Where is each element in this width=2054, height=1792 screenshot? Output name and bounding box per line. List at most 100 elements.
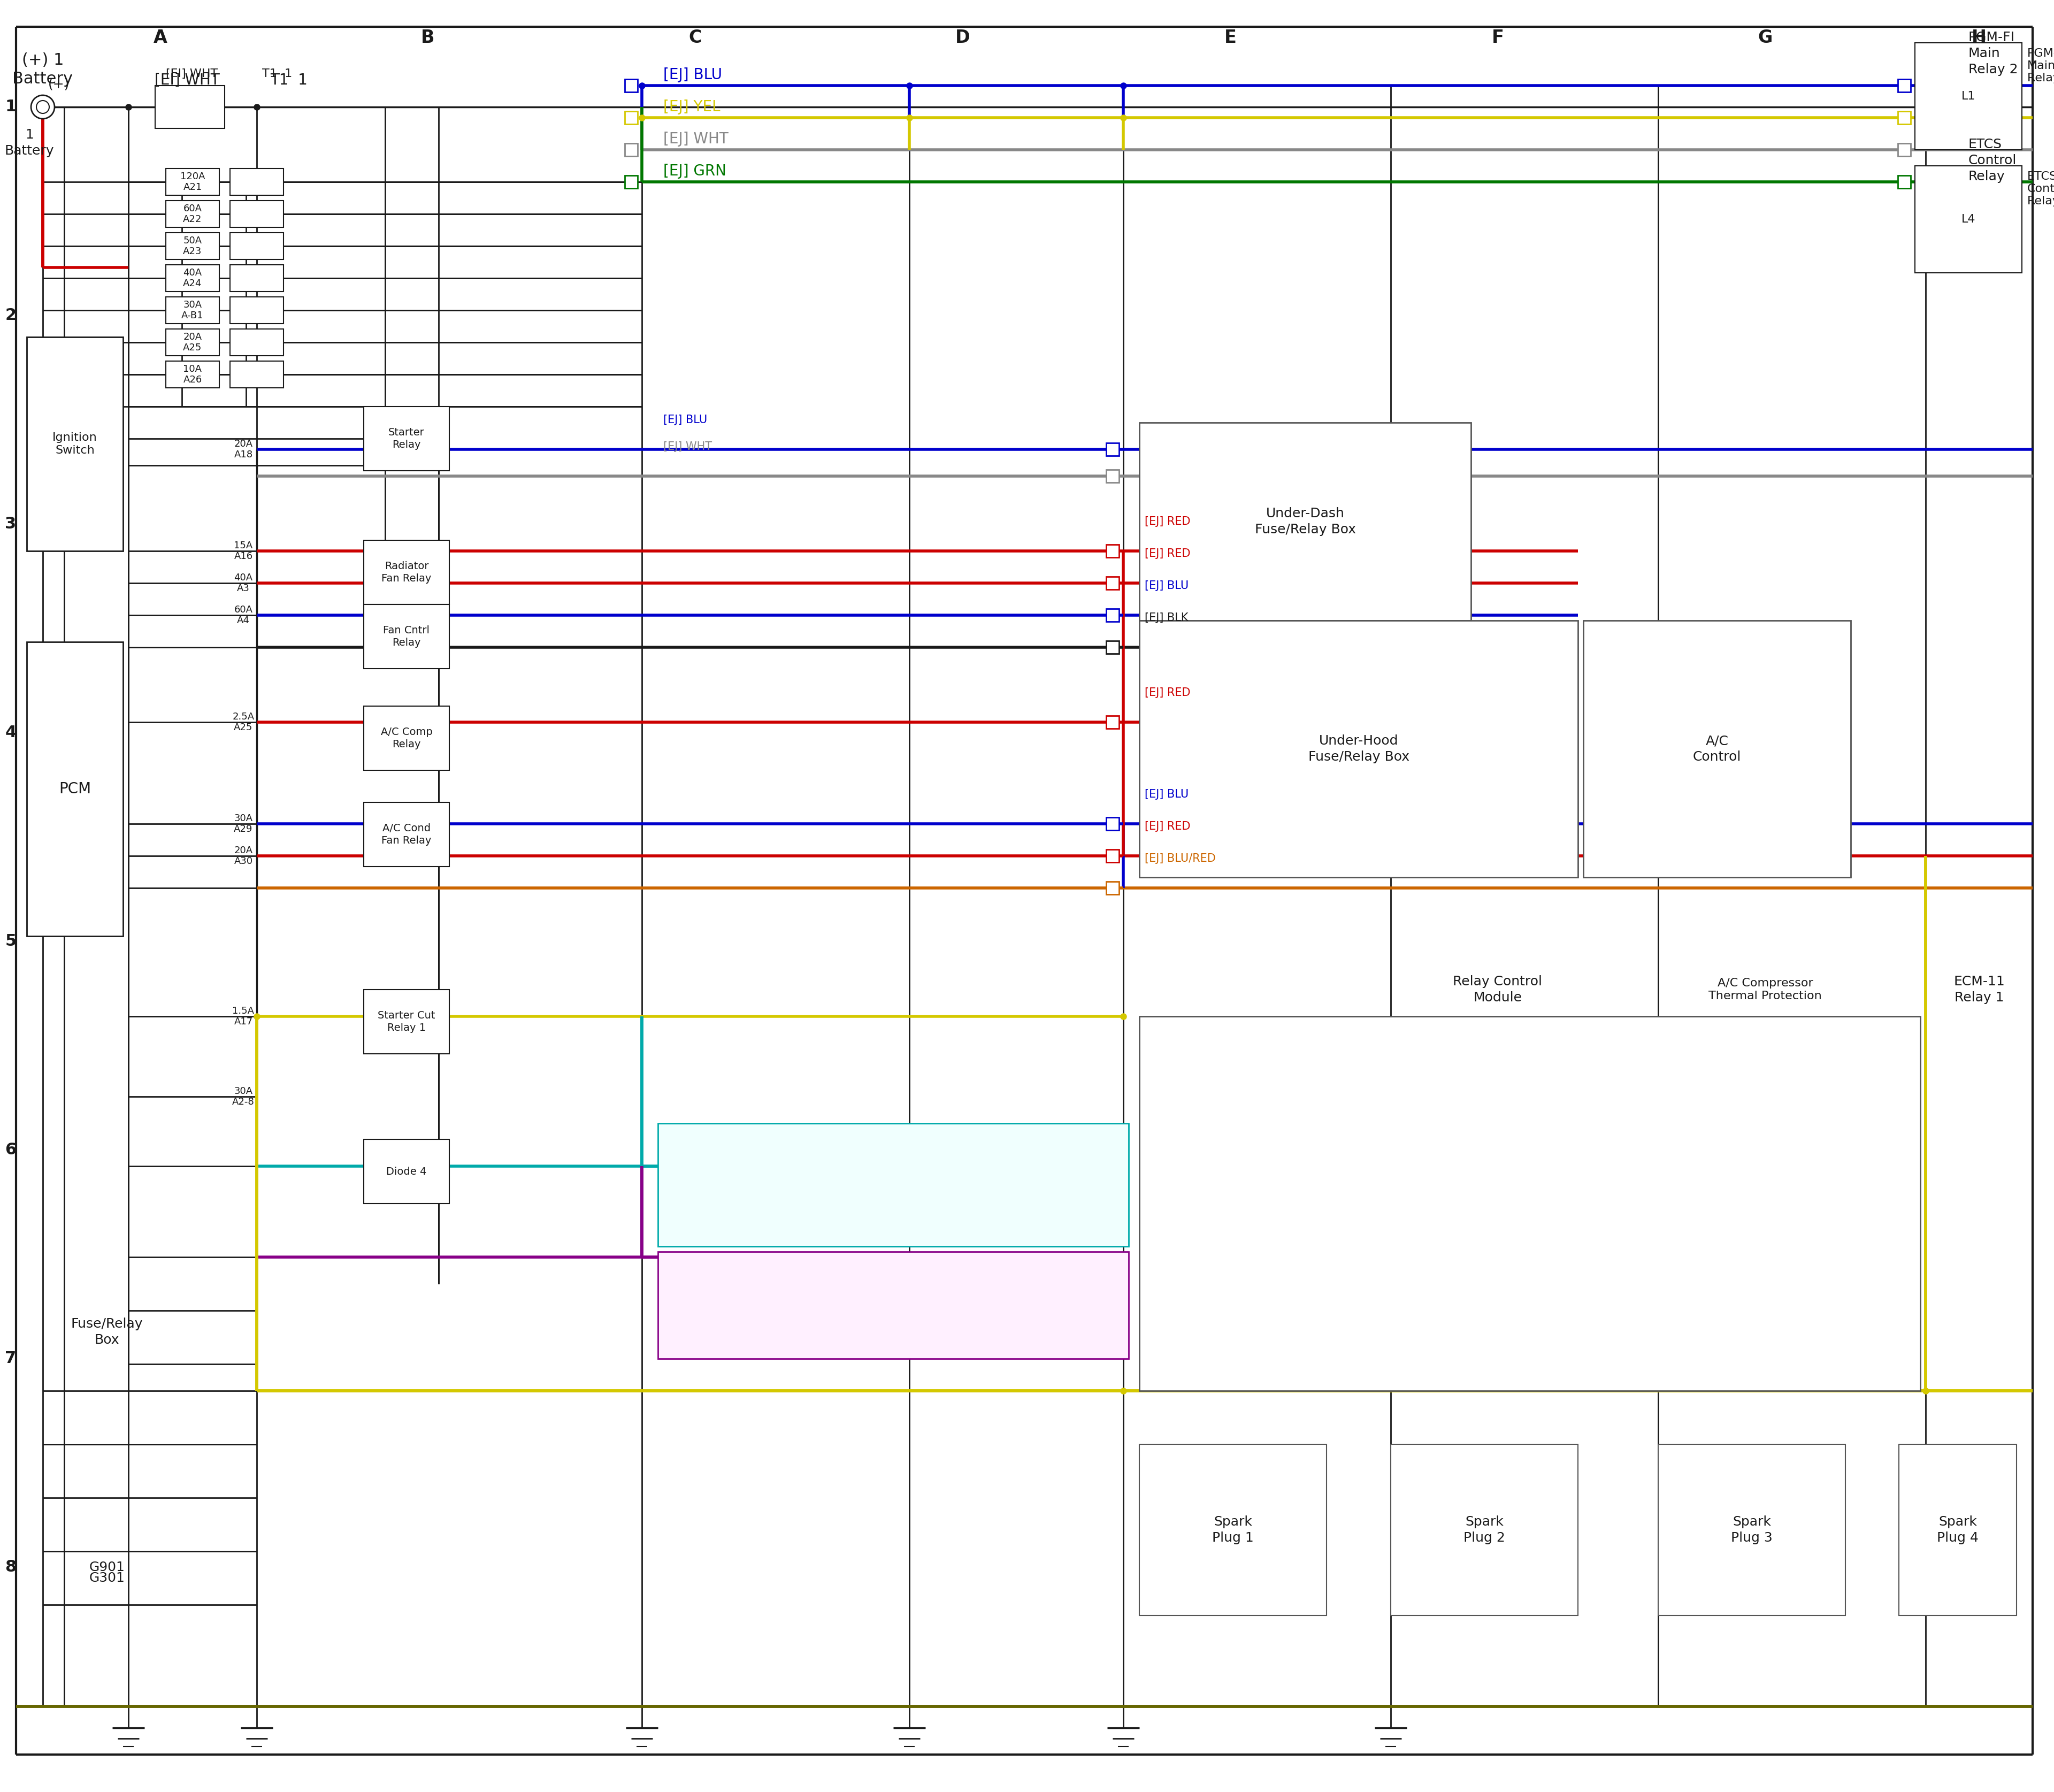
Bar xyxy=(156,86,224,129)
Text: L4: L4 xyxy=(1962,213,1976,224)
Bar xyxy=(624,79,637,91)
Text: T1  1: T1 1 xyxy=(263,68,292,79)
Text: ECM-11
Relay 1: ECM-11 Relay 1 xyxy=(1953,975,2005,1004)
Bar xyxy=(1107,545,1119,557)
Text: [EJ] RED: [EJ] RED xyxy=(1144,516,1191,527)
Bar xyxy=(230,360,283,387)
Text: [EJ] BLU: [EJ] BLU xyxy=(1144,788,1189,799)
Text: Radiator
Fan Relay: Radiator Fan Relay xyxy=(382,561,431,584)
Bar xyxy=(166,360,220,387)
Text: E: E xyxy=(1224,29,1237,47)
Text: [EJ] BLU/RED: [EJ] BLU/RED xyxy=(1144,853,1216,864)
Text: [EJ] GRN: [EJ] GRN xyxy=(663,163,727,179)
Text: 60A
A22: 60A A22 xyxy=(183,204,201,224)
Text: 30A
A2-8: 30A A2-8 xyxy=(232,1086,255,1107)
Text: 40A
A3: 40A A3 xyxy=(234,573,253,593)
Text: [EJ] YEL: [EJ] YEL xyxy=(663,100,721,115)
Text: [EJ] WHT: [EJ] WHT xyxy=(663,441,713,452)
Text: Relay Control
Module: Relay Control Module xyxy=(1452,975,1543,1004)
Bar xyxy=(166,265,220,292)
Text: 30A
A29: 30A A29 xyxy=(234,814,253,833)
Bar xyxy=(1107,577,1119,590)
Bar xyxy=(1898,176,1910,188)
Text: 20A
A30: 20A A30 xyxy=(234,846,253,866)
Text: 3: 3 xyxy=(4,516,16,532)
Bar xyxy=(1898,143,1910,156)
Text: L1: L1 xyxy=(1962,91,1976,102)
Text: [EJ] BLU: [EJ] BLU xyxy=(663,68,723,82)
Text: 20A
A25: 20A A25 xyxy=(183,332,201,353)
Bar xyxy=(166,297,220,324)
Text: Spark
Plug 3: Spark Plug 3 xyxy=(1732,1516,1773,1545)
Text: D: D xyxy=(955,29,969,47)
Text: Ignition
Switch: Ignition Switch xyxy=(53,432,97,455)
Text: 2.5A
A25: 2.5A A25 xyxy=(232,711,255,733)
Text: 10A
A26: 10A A26 xyxy=(183,364,201,385)
Text: Battery: Battery xyxy=(4,145,53,158)
Bar xyxy=(27,642,123,935)
Bar xyxy=(1914,167,2021,272)
Text: 120A
A21: 120A A21 xyxy=(181,172,205,192)
Text: G301: G301 xyxy=(88,1572,125,1584)
Bar xyxy=(230,168,283,195)
Bar xyxy=(364,989,450,1054)
Bar xyxy=(1914,43,2021,151)
Text: [EJ] BLU: [EJ] BLU xyxy=(663,414,707,425)
Circle shape xyxy=(37,100,49,113)
Text: [EI] WHT: [EI] WHT xyxy=(154,73,220,88)
Text: 1: 1 xyxy=(25,129,33,142)
Text: 8: 8 xyxy=(4,1559,16,1575)
Bar xyxy=(1391,1444,1577,1615)
Bar xyxy=(1107,443,1119,455)
Text: PGM-FI
Main
Relay 2: PGM-FI Main Relay 2 xyxy=(2027,48,2054,84)
Text: A/C Compressor
Thermal Protection: A/C Compressor Thermal Protection xyxy=(1709,978,1822,1002)
Bar xyxy=(166,330,220,357)
Text: [EJ] WHT: [EJ] WHT xyxy=(663,131,729,147)
Text: Starter Cut
Relay 1: Starter Cut Relay 1 xyxy=(378,1011,435,1032)
Text: [EJ] RED: [EJ] RED xyxy=(1144,821,1191,831)
Bar xyxy=(230,233,283,260)
Bar xyxy=(1140,1444,1327,1615)
Bar xyxy=(1140,620,1577,878)
Text: (+): (+) xyxy=(47,79,70,91)
Text: 50A
A23: 50A A23 xyxy=(183,237,201,256)
Bar xyxy=(1107,849,1119,862)
Text: 1: 1 xyxy=(4,99,16,115)
Text: Starter
Relay: Starter Relay xyxy=(388,426,425,450)
Bar xyxy=(27,337,123,550)
Bar xyxy=(364,803,450,867)
Text: [EJ] BLK: [EJ] BLK xyxy=(1144,613,1189,624)
Text: 30A
A-B1: 30A A-B1 xyxy=(181,299,203,321)
Bar xyxy=(166,201,220,228)
Text: [EJ] RED: [EJ] RED xyxy=(1144,548,1191,559)
Text: Spark
Plug 1: Spark Plug 1 xyxy=(1212,1516,1253,1545)
Bar xyxy=(1140,1016,1920,1391)
Bar xyxy=(1107,817,1119,830)
Bar xyxy=(230,265,283,292)
Text: 2: 2 xyxy=(4,308,16,323)
Text: A/C
Control: A/C Control xyxy=(1692,735,1742,763)
Text: 40A
A24: 40A A24 xyxy=(183,267,201,289)
Bar xyxy=(1898,111,1910,124)
Text: PCM: PCM xyxy=(60,781,90,796)
Text: 60A
A4: 60A A4 xyxy=(234,604,253,625)
Bar xyxy=(364,604,450,668)
Bar xyxy=(1898,1444,2017,1615)
Text: ETCS
Control
Relay: ETCS Control Relay xyxy=(1968,138,2017,183)
Text: 15A
A16: 15A A16 xyxy=(234,541,253,561)
Bar xyxy=(624,143,637,156)
Bar xyxy=(230,297,283,324)
Text: 7: 7 xyxy=(4,1351,16,1367)
Bar xyxy=(624,176,637,188)
Bar xyxy=(1584,620,1851,878)
Text: Under-Hood
Fuse/Relay Box: Under-Hood Fuse/Relay Box xyxy=(1308,735,1409,763)
Text: G: G xyxy=(1758,29,1773,47)
Bar xyxy=(1107,715,1119,729)
Bar xyxy=(624,111,637,124)
Bar xyxy=(657,1124,1128,1247)
Text: A/C Cond
Fan Relay: A/C Cond Fan Relay xyxy=(382,823,431,846)
Bar xyxy=(364,706,450,771)
Text: A: A xyxy=(154,29,166,47)
Text: 6: 6 xyxy=(4,1142,16,1158)
Bar xyxy=(230,201,283,228)
